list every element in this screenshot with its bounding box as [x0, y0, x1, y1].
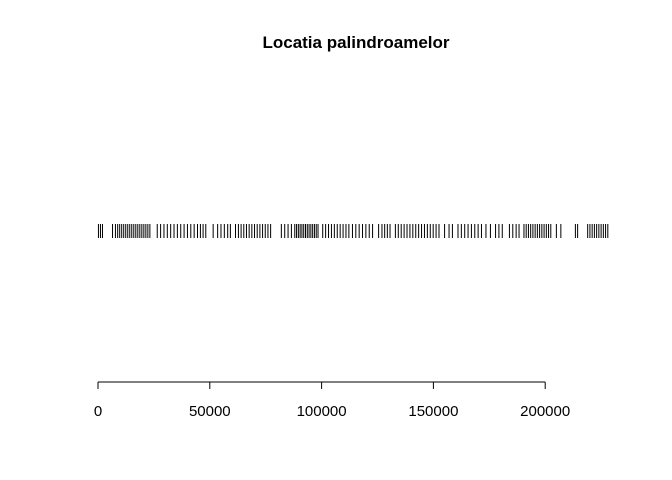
- x-tick-label: 50000: [189, 403, 231, 420]
- rug-marks: [97, 224, 609, 238]
- x-tick-label: 150000: [408, 403, 458, 420]
- x-tick-label: 200000: [520, 403, 570, 420]
- x-tick-label: 0: [94, 403, 102, 420]
- x-tick-label: 100000: [297, 403, 347, 420]
- chart-title: Locatia palindroamelor: [262, 33, 449, 52]
- x-axis: 0 50000 100000 150000 200000: [94, 381, 570, 420]
